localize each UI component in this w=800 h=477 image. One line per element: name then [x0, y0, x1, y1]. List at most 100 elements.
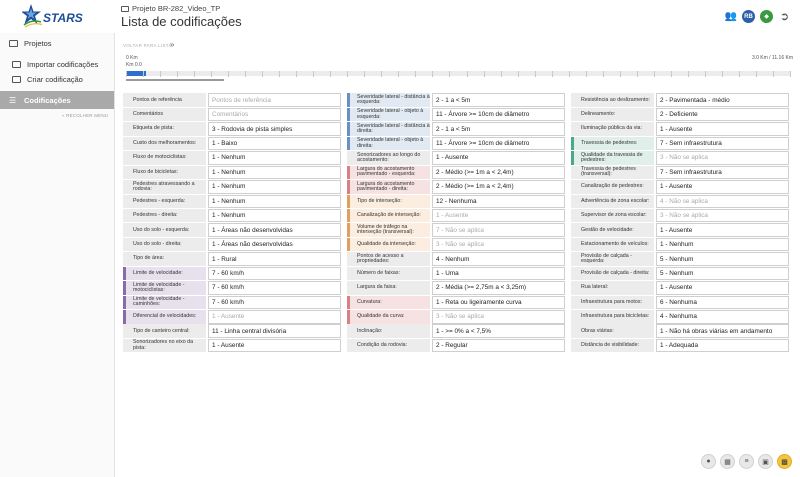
field-select[interactable]: 5 - Nenhum	[656, 266, 789, 281]
field-select[interactable]: 3 - Rodovia de pista simples	[208, 122, 341, 136]
field-label: Limite de velocidade - caminhões:	[123, 295, 206, 310]
field-select[interactable]: 4 - Nenhum	[432, 252, 565, 266]
list-icon[interactable]: ≡	[739, 454, 754, 469]
field-label: Sonorizadores ao longo do acostamento:	[347, 151, 430, 165]
field-select[interactable]: 11 - Linha central divisória	[208, 324, 341, 338]
km-tick	[500, 71, 502, 77]
field-select[interactable]: 1 - Reta ou ligeiramente curva	[432, 295, 565, 310]
field-select[interactable]: 3 - Não se aplica	[432, 310, 565, 324]
field-select[interactable]: 2 - 1 a < 5m	[432, 122, 565, 136]
field-select[interactable]: 2 - 1 a < 5m	[432, 93, 565, 107]
field-select[interactable]: 11 - Árvore >= 10cm de diâmetro	[432, 107, 565, 122]
field-select[interactable]: 11 - Árvore >= 10cm de diâmetro	[432, 136, 565, 151]
form-row: Pedestres atravessando a rodovia: 1 - Nen…	[123, 180, 341, 194]
field-select[interactable]: 3 - Não se aplica	[656, 208, 789, 223]
field-select[interactable]: 7 - 60 km/h	[208, 295, 341, 310]
field-select[interactable]: 2 - Regular	[432, 338, 565, 353]
field-select[interactable]: 1 - Ausente	[432, 151, 565, 165]
field-select[interactable]: 7 - Sem infraestrutura	[656, 136, 789, 151]
field-select[interactable]: 3 - Não se aplica	[656, 151, 789, 165]
sidebar-item-import[interactable]: Importar codificações	[0, 57, 114, 72]
project-breadcrumb[interactable]: Projeto BR-282_Video_TP	[121, 4, 220, 13]
field-select[interactable]: 1 - Adequada	[656, 338, 789, 353]
form-row: Fluxo de bicicletas: 1 - Nenhum	[123, 165, 341, 180]
field-select[interactable]: 5 - Nenhum	[656, 252, 789, 266]
km-tick	[160, 71, 162, 77]
video-scrub-bar[interactable]	[126, 79, 224, 81]
collapse-menu-button[interactable]: « RECOLHER MENU	[62, 113, 109, 118]
field-label: Canalização de pedestres:	[571, 180, 654, 194]
field-select[interactable]: 1 - Nenhum	[208, 165, 341, 180]
field-select[interactable]: 1 - Ausente	[656, 223, 789, 237]
field-select[interactable]: Pontos de referência	[208, 93, 341, 107]
field-label: Tipo de canteiro central:	[123, 324, 206, 338]
field-select[interactable]: 7 - Sem infraestrutura	[656, 165, 789, 180]
form-row: Pontos de referência Pontos de referência	[123, 93, 341, 107]
field-select[interactable]: 1 - Nenhum	[656, 237, 789, 252]
km-tick	[517, 71, 519, 77]
field-select[interactable]: 6 - Nenhuma	[656, 295, 789, 310]
field-select[interactable]: 4 - Não se aplica	[656, 194, 789, 209]
coding-form: Pontos de referência Pontos de referência…	[123, 93, 793, 353]
sidebar-item-label: Criar codificação	[27, 75, 83, 84]
field-select[interactable]: Comentários	[208, 107, 341, 122]
field-select[interactable]: 1 - Nenhum	[208, 180, 341, 194]
avatar[interactable]: RB	[742, 10, 755, 23]
form-row: Etiqueta de pista: 3 - Rodovia de pista s…	[123, 122, 341, 136]
field-select[interactable]: 1 - Ausente	[656, 281, 789, 295]
field-select[interactable]: 1 - Áreas não desenvolvidas	[208, 237, 341, 252]
field-select[interactable]: 1 - Baixo	[208, 136, 341, 151]
logout-icon[interactable]: ➲	[779, 11, 790, 23]
form-row: Advertência de zona escolar: 4 - Não se a…	[571, 194, 789, 209]
field-select[interactable]: 1 - Nenhum	[208, 208, 341, 223]
top-actions: 👥 RB ◆ ➲	[725, 10, 791, 23]
back-to-list-link[interactable]: VOLTAR PARA LISTA	[123, 43, 172, 48]
field-select[interactable]: 1 - Nenhum	[208, 151, 341, 165]
sidebar-item-codificacoes[interactable]: ☰ Codificações	[0, 91, 114, 109]
field-select[interactable]: 1 - Nenhum	[208, 194, 341, 209]
field-select[interactable]: 1 - Ausente	[656, 122, 789, 136]
field-select[interactable]: 2 - Média (>= 2,75m a < 3,25m)	[432, 281, 565, 295]
field-select[interactable]: 1 - >= 0% a < 7,5%	[432, 324, 565, 338]
field-select[interactable]: 2 - Médio (>= 1m a < 2,4m)	[432, 165, 565, 180]
table-icon[interactable]: ▦	[720, 454, 735, 469]
field-select[interactable]: 2 - Deficiente	[656, 107, 789, 122]
field-select[interactable]: 1 - Não há obras viárias em andamento	[656, 324, 789, 338]
field-select[interactable]: 3 - Não se aplica	[432, 237, 565, 252]
lock-icon[interactable]: ▣	[758, 454, 773, 469]
field-select[interactable]: 1 - Áreas não desenvolvidas	[208, 223, 341, 237]
form-row: Limite de velocidade - motociclistas: 7 -…	[123, 281, 341, 295]
field-label: Pedestres - esquerda:	[123, 194, 206, 209]
km-tick	[415, 71, 417, 77]
brazil-flag-icon[interactable]: ◆	[760, 10, 773, 23]
km-slider-track[interactable]	[126, 71, 790, 76]
field-select[interactable]: 1 - Rural	[208, 252, 341, 266]
field-select[interactable]: 4 - Nenhuma	[656, 310, 789, 324]
field-select[interactable]: 1 - Ausente	[208, 310, 341, 324]
field-select[interactable]: 1 - Ausente	[656, 180, 789, 194]
field-select[interactable]: 7 - 60 km/h	[208, 281, 341, 295]
field-label: Qualidade da interseção:	[347, 237, 430, 252]
field-select[interactable]: 1 - Ausente	[432, 208, 565, 223]
field-select[interactable]: 2 - Pavimentada - médio	[656, 93, 789, 107]
field-select[interactable]: 12 - Nenhuma	[432, 194, 565, 209]
double-chevron-right-icon[interactable]: »	[170, 40, 175, 49]
field-select[interactable]: 7 - Não se aplica	[432, 223, 565, 237]
field-select[interactable]: 7 - 60 km/h	[208, 266, 341, 281]
mic-icon[interactable]: ●	[701, 454, 716, 469]
field-select[interactable]: 2 - Médio (>= 1m a < 2,4m)	[432, 180, 565, 194]
save-icon[interactable]: ▩	[777, 454, 792, 469]
km-tick	[449, 71, 451, 77]
form-row: Qualidade da curva: 3 - Não se aplica	[347, 310, 565, 324]
users-icon[interactable]: 👥	[724, 11, 738, 22]
field-label: Severidade lateral - objeto à direita:	[347, 136, 430, 151]
form-row: Infraestrutura para motos: 6 - Nenhuma	[571, 295, 789, 310]
stars-logo[interactable]: STARS	[22, 3, 92, 31]
sidebar-item-projects[interactable]: Projetos	[0, 36, 114, 51]
field-label: Qualidade da travessia de pedestres:	[571, 151, 654, 165]
field-label: Severidade lateral - objeto à esquerda:	[347, 107, 430, 122]
field-select[interactable]: 1 - Uma	[432, 266, 565, 281]
sidebar-item-create[interactable]: Criar codificação	[0, 72, 114, 87]
field-select[interactable]: 1 - Ausente	[208, 338, 341, 353]
field-label: Diferencial de velocidades:	[123, 310, 206, 324]
